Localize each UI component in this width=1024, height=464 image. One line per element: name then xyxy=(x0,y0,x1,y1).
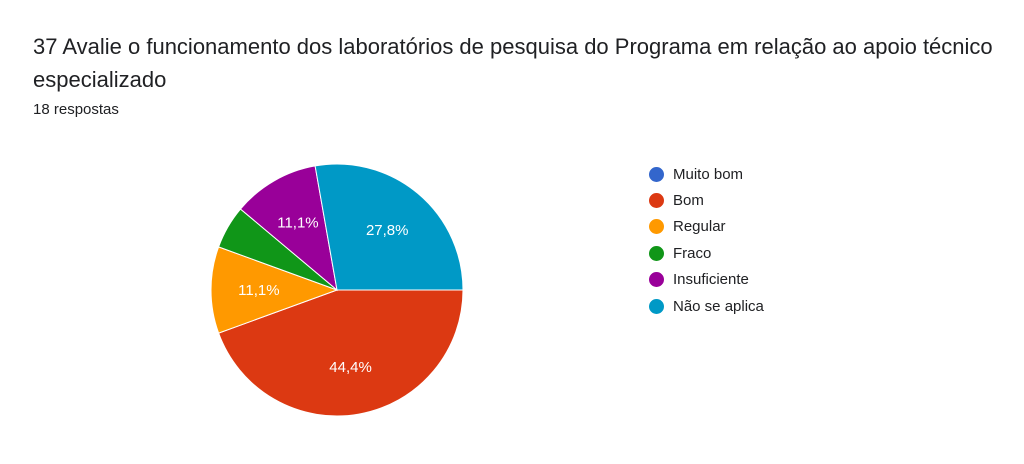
legend-item[interactable]: Fraco xyxy=(649,240,764,266)
legend-label: Regular xyxy=(673,218,726,236)
legend-label: Muito bom xyxy=(673,165,744,183)
legend-label: Não se aplica xyxy=(673,297,764,315)
pie-slice-insuficiente xyxy=(239,165,338,292)
legend-item[interactable]: Muito bom xyxy=(649,161,764,187)
slice-label: 11,1% xyxy=(238,282,279,299)
legend-swatch-icon xyxy=(649,193,664,209)
pie-slice-regular xyxy=(210,246,339,334)
slice-label: 27,8% xyxy=(366,222,409,239)
legend-swatch-icon xyxy=(649,298,664,314)
legend-swatch-icon xyxy=(649,219,664,235)
legend-item[interactable]: Não se aplica xyxy=(649,293,764,319)
legend-swatch-icon xyxy=(649,166,664,182)
slice-label: 11,1% xyxy=(277,214,318,231)
legend-swatch-icon xyxy=(649,245,664,261)
legend-item[interactable]: Bom xyxy=(649,187,764,213)
legend-swatch-icon xyxy=(649,272,664,288)
response-count: 18 respostas xyxy=(33,101,119,118)
legend-label: Insuficiente xyxy=(673,271,749,289)
legend-item[interactable]: Insuficiente xyxy=(649,267,764,293)
pie-slice-n-o-se-aplica xyxy=(314,163,464,291)
legend-label: Fraco xyxy=(673,244,712,262)
pie-slice-bom xyxy=(217,289,464,417)
legend-item[interactable]: Regular xyxy=(649,214,764,240)
chart-legend: Muito bom Bom Regular Fraco Insuficiente Não … xyxy=(649,161,764,319)
legend-label: Bom xyxy=(673,192,704,210)
slice-label: 44,4% xyxy=(329,359,372,376)
question-title: 37 Avalie o funcionamento dos laboratóri… xyxy=(33,34,993,92)
